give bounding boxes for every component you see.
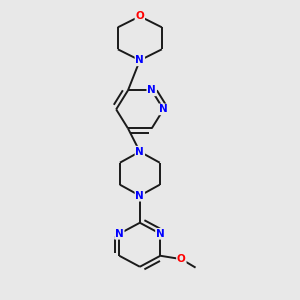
Text: N: N	[159, 104, 168, 114]
Text: O: O	[177, 254, 186, 264]
Text: N: N	[156, 229, 165, 239]
Text: N: N	[115, 229, 124, 239]
Text: N: N	[136, 55, 144, 65]
Text: O: O	[136, 11, 144, 21]
Text: N: N	[147, 85, 156, 95]
Text: N: N	[136, 147, 144, 157]
Text: N: N	[136, 191, 144, 201]
